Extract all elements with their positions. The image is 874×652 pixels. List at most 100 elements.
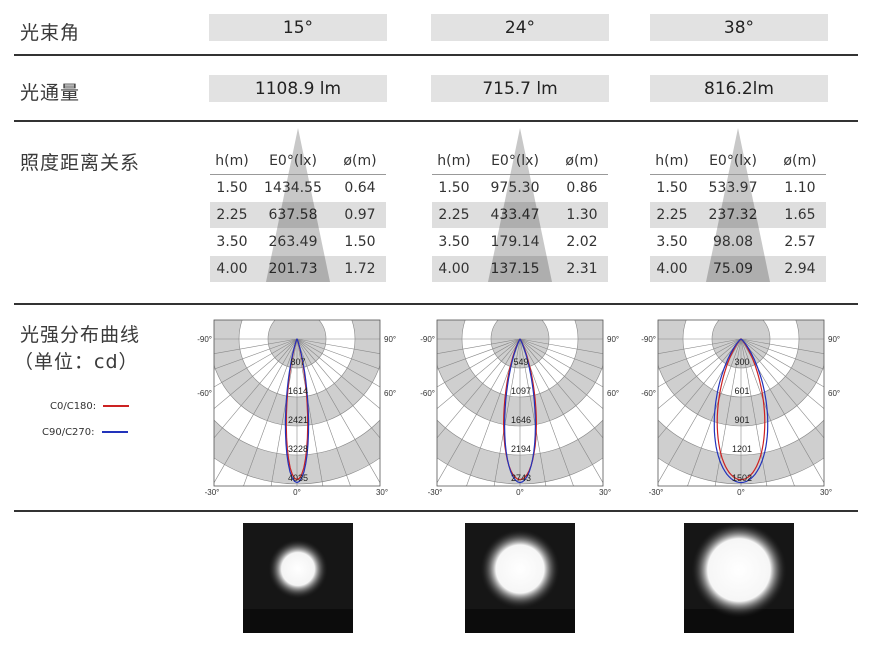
beam-photo-15 xyxy=(243,523,353,633)
polar-spoke xyxy=(214,338,298,439)
ring-label: 1097 xyxy=(511,386,531,396)
legend-c90-swatch xyxy=(101,431,128,433)
polar-spoke xyxy=(437,338,521,439)
polar-spoke xyxy=(466,338,521,486)
table-cell: 1.65 xyxy=(784,207,816,223)
table-cell: 263.49 xyxy=(268,234,318,250)
polar-spoke xyxy=(437,338,521,484)
polar-spoke xyxy=(740,338,824,484)
table-row: 2.25 237.32 1.65 xyxy=(650,202,826,228)
polar-spoke xyxy=(658,338,742,388)
table-header-cell: h(m) xyxy=(437,153,471,169)
table-row: 4.00 137.15 2.31 xyxy=(432,256,608,282)
beam-angle-value: 38° xyxy=(650,14,828,41)
table-header-cell: E0°(lx) xyxy=(269,153,317,169)
angle-label: -90° xyxy=(420,335,435,344)
angle-label: 90° xyxy=(607,335,619,344)
polar-spoke xyxy=(214,338,298,370)
table-header-cell: E0°(lx) xyxy=(491,153,539,169)
flux-value: 816.2lm xyxy=(650,75,828,102)
beam-photo-graphic xyxy=(243,523,353,633)
table-cell: 533.97 xyxy=(708,180,758,196)
table-header-row: h(m) E0°(lx) ø(m) xyxy=(650,148,826,175)
polar-spoke xyxy=(243,338,298,486)
table-cell: 3.50 xyxy=(216,234,248,250)
ring-label: 4035 xyxy=(288,473,308,483)
table-row: 3.50 98.08 2.57 xyxy=(650,229,826,255)
ring-label: 300 xyxy=(734,357,749,367)
table-cell: 2.25 xyxy=(656,207,688,223)
legend-c90-label: C90/C270: xyxy=(42,427,95,438)
polar-spoke xyxy=(658,338,742,354)
plot-frame xyxy=(213,319,381,487)
table-cell: 179.14 xyxy=(490,234,540,250)
table-header-cell: h(m) xyxy=(215,153,249,169)
table-cell: 201.73 xyxy=(268,261,318,277)
angle-label: 60° xyxy=(384,389,396,398)
ring-label: 1502 xyxy=(732,473,752,483)
polar-spoke xyxy=(296,338,351,486)
polar-chart: 300 601 901 1201 1502 -90° 90° -60° 60° -30° 0° 30° xyxy=(634,316,854,501)
polar-spoke xyxy=(740,338,824,439)
table-cell: 1.10 xyxy=(784,180,816,196)
table-cell: 1434.55 xyxy=(264,180,322,196)
polar-spoke xyxy=(740,338,768,486)
angle-label: -90° xyxy=(197,335,212,344)
polar-spoke xyxy=(437,338,521,388)
ring-label: 807 xyxy=(290,357,305,367)
separator xyxy=(14,303,858,305)
angle-label: -60° xyxy=(197,389,212,398)
polar-spoke xyxy=(658,338,742,410)
polar-grid xyxy=(658,320,824,486)
polar-grid xyxy=(437,320,603,486)
polar-spoke xyxy=(214,338,298,354)
table-row: 3.50 179.14 2.02 xyxy=(432,229,608,255)
table-header-cell: ø(m) xyxy=(343,153,377,169)
illuminance-table: h(m) E0°(lx) ø(m) 1.50 533.97 1.10 2.25 237.32 1… xyxy=(650,126,826,286)
intensity-curve-c90 xyxy=(284,338,310,484)
table-cell: 237.32 xyxy=(708,207,758,223)
polar-spoke xyxy=(658,338,742,484)
flux-label: 光通量 xyxy=(20,82,81,104)
table-row: 1.50 1434.55 0.64 xyxy=(210,175,386,201)
polar-spoke xyxy=(296,338,324,486)
ring-label: 601 xyxy=(734,386,749,396)
table-cell: 4.00 xyxy=(438,261,470,277)
ring-label: 1201 xyxy=(732,444,752,454)
polar-spoke xyxy=(519,338,547,486)
polar-spoke xyxy=(740,338,824,354)
polar-spoke xyxy=(658,338,742,439)
table-cell: 0.86 xyxy=(566,180,598,196)
beam-angle-value: 24° xyxy=(431,14,609,41)
table-cell: 975.30 xyxy=(490,180,540,196)
angle-label: 30° xyxy=(820,488,832,497)
table-cell: 98.08 xyxy=(712,234,754,250)
polar-spoke xyxy=(519,338,603,370)
polar-spoke xyxy=(740,338,824,410)
angle-label: 90° xyxy=(384,335,396,344)
table-cell: 2.57 xyxy=(784,234,816,250)
table-cell: 1.50 xyxy=(216,180,248,196)
table-cell: 1.50 xyxy=(656,180,688,196)
table-cell: 1.72 xyxy=(344,261,376,277)
ring-label: 2421 xyxy=(288,415,308,425)
plot-frame xyxy=(657,319,825,487)
separator xyxy=(14,120,858,122)
polar-spoke xyxy=(296,338,380,354)
polar-grid xyxy=(214,320,380,486)
angle-label: -90° xyxy=(641,335,656,344)
table-cell: 2.25 xyxy=(438,207,470,223)
angle-label: 90° xyxy=(828,335,840,344)
table-cell: 2.31 xyxy=(566,261,598,277)
polar-spoke xyxy=(519,338,603,388)
angle-label: 0° xyxy=(516,488,524,497)
polar-chart: 807 1614 2421 3228 4035 -90° 90° -60° 60° -30° 0° 3… xyxy=(190,316,410,501)
polar-chart-svg: 807 1614 2421 3228 4035 -90° 90° -60° 60° -30° 0° 3… xyxy=(197,319,396,497)
legend-c90: C90/C270: xyxy=(42,427,128,438)
polar-spoke xyxy=(296,338,380,410)
table-header-cell: h(m) xyxy=(655,153,689,169)
legend-c0: C0/C180: xyxy=(50,401,130,412)
table-row: 2.25 433.47 1.30 xyxy=(432,202,608,228)
polar-chart: 549 1097 1646 2194 2743 -90° 90° -60° 60° -30° 0° 3… xyxy=(413,316,633,501)
table-cell: 137.15 xyxy=(490,261,540,277)
